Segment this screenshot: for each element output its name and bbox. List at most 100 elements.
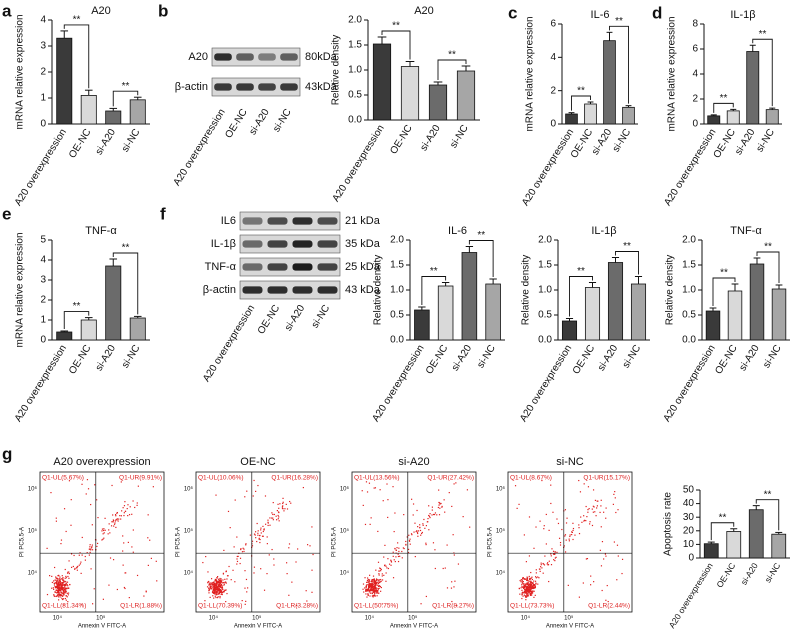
flow-dot xyxy=(604,553,607,555)
flow-dot xyxy=(372,588,374,590)
x-tick-label: si-A20 xyxy=(94,127,119,157)
flow-dot xyxy=(277,518,279,520)
flow-dot xyxy=(209,583,211,586)
blot-band xyxy=(317,217,338,225)
flow-dot xyxy=(528,585,530,588)
flow-dot xyxy=(58,581,60,583)
flow-dot xyxy=(116,518,118,520)
flow-dot xyxy=(102,598,104,600)
flow-dot xyxy=(282,501,284,503)
flow-dot xyxy=(366,588,368,591)
flow-dot xyxy=(596,507,598,509)
flow-dot xyxy=(116,519,118,521)
flow-dot xyxy=(50,492,52,494)
y-tick-label: 1.5 xyxy=(348,40,362,51)
flow-dot xyxy=(220,589,222,591)
flow-dot xyxy=(145,591,147,593)
bar xyxy=(727,290,743,341)
flow-dot xyxy=(305,590,307,592)
flow-dot xyxy=(529,586,532,588)
flow-dot xyxy=(208,580,210,583)
flow-dot xyxy=(421,531,423,534)
flow-dot xyxy=(116,511,119,514)
flow-dot xyxy=(375,582,377,584)
flow-dot xyxy=(103,532,105,534)
flow-dot xyxy=(370,585,373,587)
y-tick-label: 30 xyxy=(683,512,695,523)
flow-dot xyxy=(385,572,387,574)
flow-dot xyxy=(380,570,382,572)
flow-dot xyxy=(220,584,223,586)
blot-strip xyxy=(239,280,341,300)
flow-dot xyxy=(60,578,62,580)
bar xyxy=(630,283,647,341)
flow-dot xyxy=(74,567,76,570)
flow-dot xyxy=(533,547,535,549)
flow-dot xyxy=(605,517,607,519)
flow-dot xyxy=(370,582,372,585)
flow-dot xyxy=(370,579,373,581)
flow-dot xyxy=(91,547,93,549)
flow-dot xyxy=(295,561,297,563)
flow-dot xyxy=(230,579,232,581)
flow-dot xyxy=(59,579,61,581)
flow-dot xyxy=(64,583,66,586)
flow-dot xyxy=(527,592,529,594)
flow-dot xyxy=(453,586,455,588)
bar xyxy=(400,66,420,121)
flow-dot xyxy=(137,485,139,487)
flow-dot xyxy=(607,600,609,603)
flow-dot xyxy=(594,499,597,501)
flow-dot xyxy=(215,585,217,587)
flow-dot xyxy=(124,510,127,513)
flow-dot xyxy=(375,589,377,591)
quadrant-label: Q1-UR(9.91%) xyxy=(119,475,162,482)
flow-dot xyxy=(120,481,122,483)
flow-dot xyxy=(530,585,532,587)
flow-dot xyxy=(266,543,268,545)
x-tick-label: A20 overexpression xyxy=(13,127,69,208)
flow-dot xyxy=(54,579,56,581)
flow-dot xyxy=(437,506,439,509)
flow-dot xyxy=(57,574,60,577)
flow-dot xyxy=(527,586,529,589)
flow-dot xyxy=(215,578,217,581)
quadrant-label: Q1-LL(81.34%) xyxy=(42,603,86,610)
flow-dot xyxy=(584,519,586,521)
flow-dot xyxy=(551,548,553,550)
flow-dot xyxy=(241,551,244,553)
flow-dot xyxy=(276,519,278,521)
flow-dot xyxy=(590,575,592,577)
flow-dot xyxy=(419,526,421,529)
flow-dot xyxy=(68,560,70,562)
flow-dot xyxy=(246,490,248,492)
flow-dot xyxy=(63,590,65,592)
flow-dot xyxy=(223,591,225,593)
flow-dot xyxy=(444,511,446,513)
flow-dot xyxy=(381,579,384,581)
flow-dot xyxy=(218,592,220,594)
flow-dot xyxy=(311,526,313,528)
flow-dot xyxy=(554,560,556,562)
flow-dot xyxy=(271,517,273,519)
significance-label: ** xyxy=(615,16,623,27)
flow-dot xyxy=(528,583,531,586)
flow-dot xyxy=(453,554,455,556)
flow-dot xyxy=(90,503,92,506)
flow-dot xyxy=(525,584,527,586)
flow-dot xyxy=(128,514,131,516)
flow-dot xyxy=(219,597,221,599)
flow-dot xyxy=(522,576,524,579)
flow-dot xyxy=(68,480,71,482)
flow-dot xyxy=(375,590,377,592)
flow-dot xyxy=(532,590,534,592)
flow-dot xyxy=(257,532,259,534)
flow-dot xyxy=(261,535,264,537)
flow-dot xyxy=(57,579,59,582)
flow-dot xyxy=(370,589,372,591)
flow-dot xyxy=(241,600,243,602)
flow-dot xyxy=(239,562,241,565)
flow-dot xyxy=(376,582,378,584)
blot-band xyxy=(236,83,254,91)
flow-dot xyxy=(588,507,590,510)
